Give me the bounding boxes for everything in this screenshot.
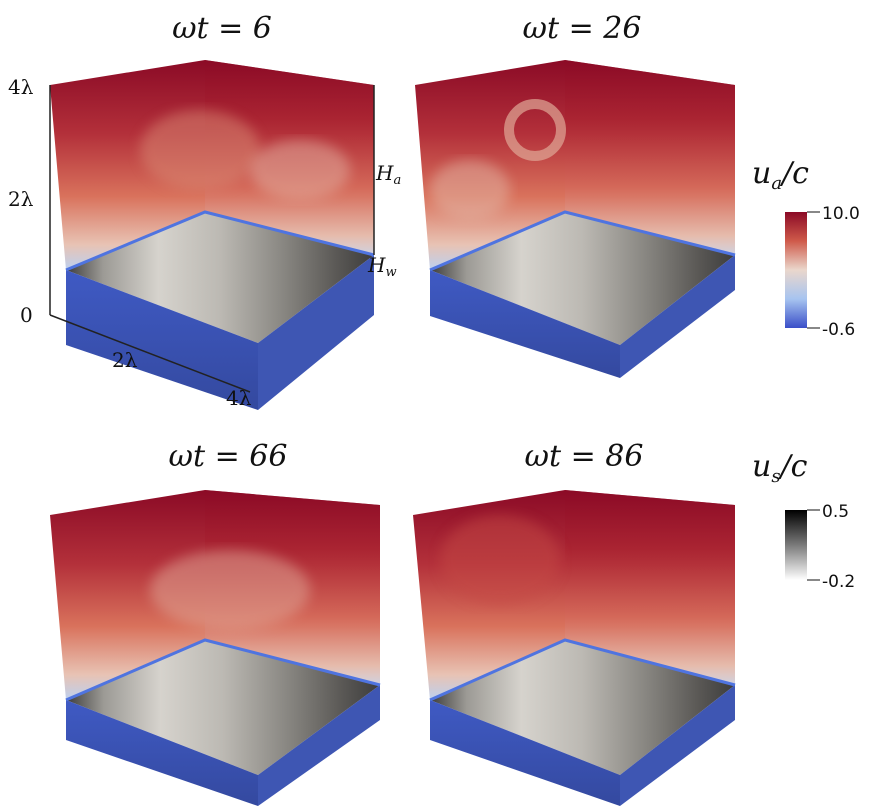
colorbar-ua — [785, 212, 807, 328]
label-air-height: Ha — [375, 161, 401, 188]
z-tick-0: 0 — [20, 303, 33, 327]
z-tick-4lambda: 4λ — [8, 75, 34, 99]
z-tick-2lambda: 2λ — [8, 187, 34, 211]
colorbar-us — [785, 510, 807, 580]
colorbar-us-title: us/c — [752, 449, 808, 487]
simulation-cube-1 — [50, 60, 374, 410]
colorbar-us-max: 0.5 — [822, 502, 849, 522]
panel-title-4: ωt = 86 — [525, 439, 644, 474]
colorbar-ua-min: -0.6 — [822, 320, 855, 340]
simulation-cube-4 — [413, 490, 735, 806]
panel-title-2: ωt = 26 — [523, 11, 642, 46]
simulation-cube-2 — [415, 60, 735, 378]
panel-title-3: ωt = 66 — [169, 439, 288, 474]
colorbar-ua-title: ua/c — [752, 156, 809, 194]
x-tick-4lambda: 4λ — [226, 386, 252, 410]
x-tick-2lambda: 2λ — [112, 348, 138, 372]
colorbar-us-min: -0.2 — [822, 572, 855, 592]
label-water-height: Hw — [367, 253, 397, 280]
panel-title-1: ωt = 6 — [172, 11, 272, 46]
colorbar-ua-max: 10.0 — [822, 204, 860, 224]
simulation-cube-3 — [50, 490, 380, 806]
